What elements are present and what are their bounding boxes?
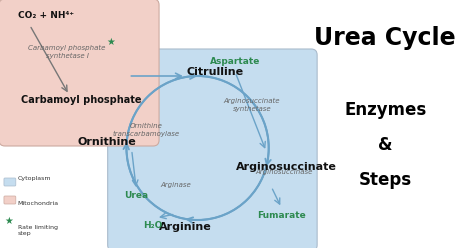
Text: Fumarate: Fumarate <box>257 211 306 219</box>
Text: ★: ★ <box>5 216 13 226</box>
Text: Arginosuccinase: Arginosuccinase <box>255 169 312 175</box>
Text: Urea: Urea <box>124 190 148 199</box>
Text: Ornithine: Ornithine <box>78 137 137 147</box>
FancyBboxPatch shape <box>4 196 16 204</box>
Text: Arginase: Arginase <box>161 182 191 188</box>
Text: Citrulline: Citrulline <box>187 67 244 77</box>
Text: Steps: Steps <box>359 171 412 189</box>
FancyBboxPatch shape <box>108 49 317 248</box>
Text: Arginine: Arginine <box>159 222 211 232</box>
Text: Arginosuccinate: Arginosuccinate <box>236 162 337 172</box>
Text: Carbamoyl phosphate
synthetase I: Carbamoyl phosphate synthetase I <box>28 45 106 59</box>
Text: Enzymes: Enzymes <box>344 101 427 119</box>
Text: Ornithine
transcarbamoylase: Ornithine transcarbamoylase <box>113 124 180 137</box>
Text: Rate limiting
step: Rate limiting step <box>18 225 58 236</box>
Text: CO₂ + NH⁴⁺: CO₂ + NH⁴⁺ <box>18 11 74 21</box>
Text: H₂O: H₂O <box>144 220 163 229</box>
Text: Urea Cycle: Urea Cycle <box>314 26 456 50</box>
Text: ★: ★ <box>106 37 115 47</box>
Text: Aspartate: Aspartate <box>210 58 260 66</box>
Text: Carbamoyl phosphate: Carbamoyl phosphate <box>21 95 141 105</box>
Text: Arginosuccinate
synthetase: Arginosuccinate synthetase <box>224 98 280 112</box>
FancyBboxPatch shape <box>0 0 159 146</box>
Text: Cytoplasm: Cytoplasm <box>18 176 51 181</box>
Text: Mitochondria: Mitochondria <box>18 201 59 206</box>
FancyBboxPatch shape <box>4 178 16 186</box>
Text: &: & <box>378 136 392 154</box>
